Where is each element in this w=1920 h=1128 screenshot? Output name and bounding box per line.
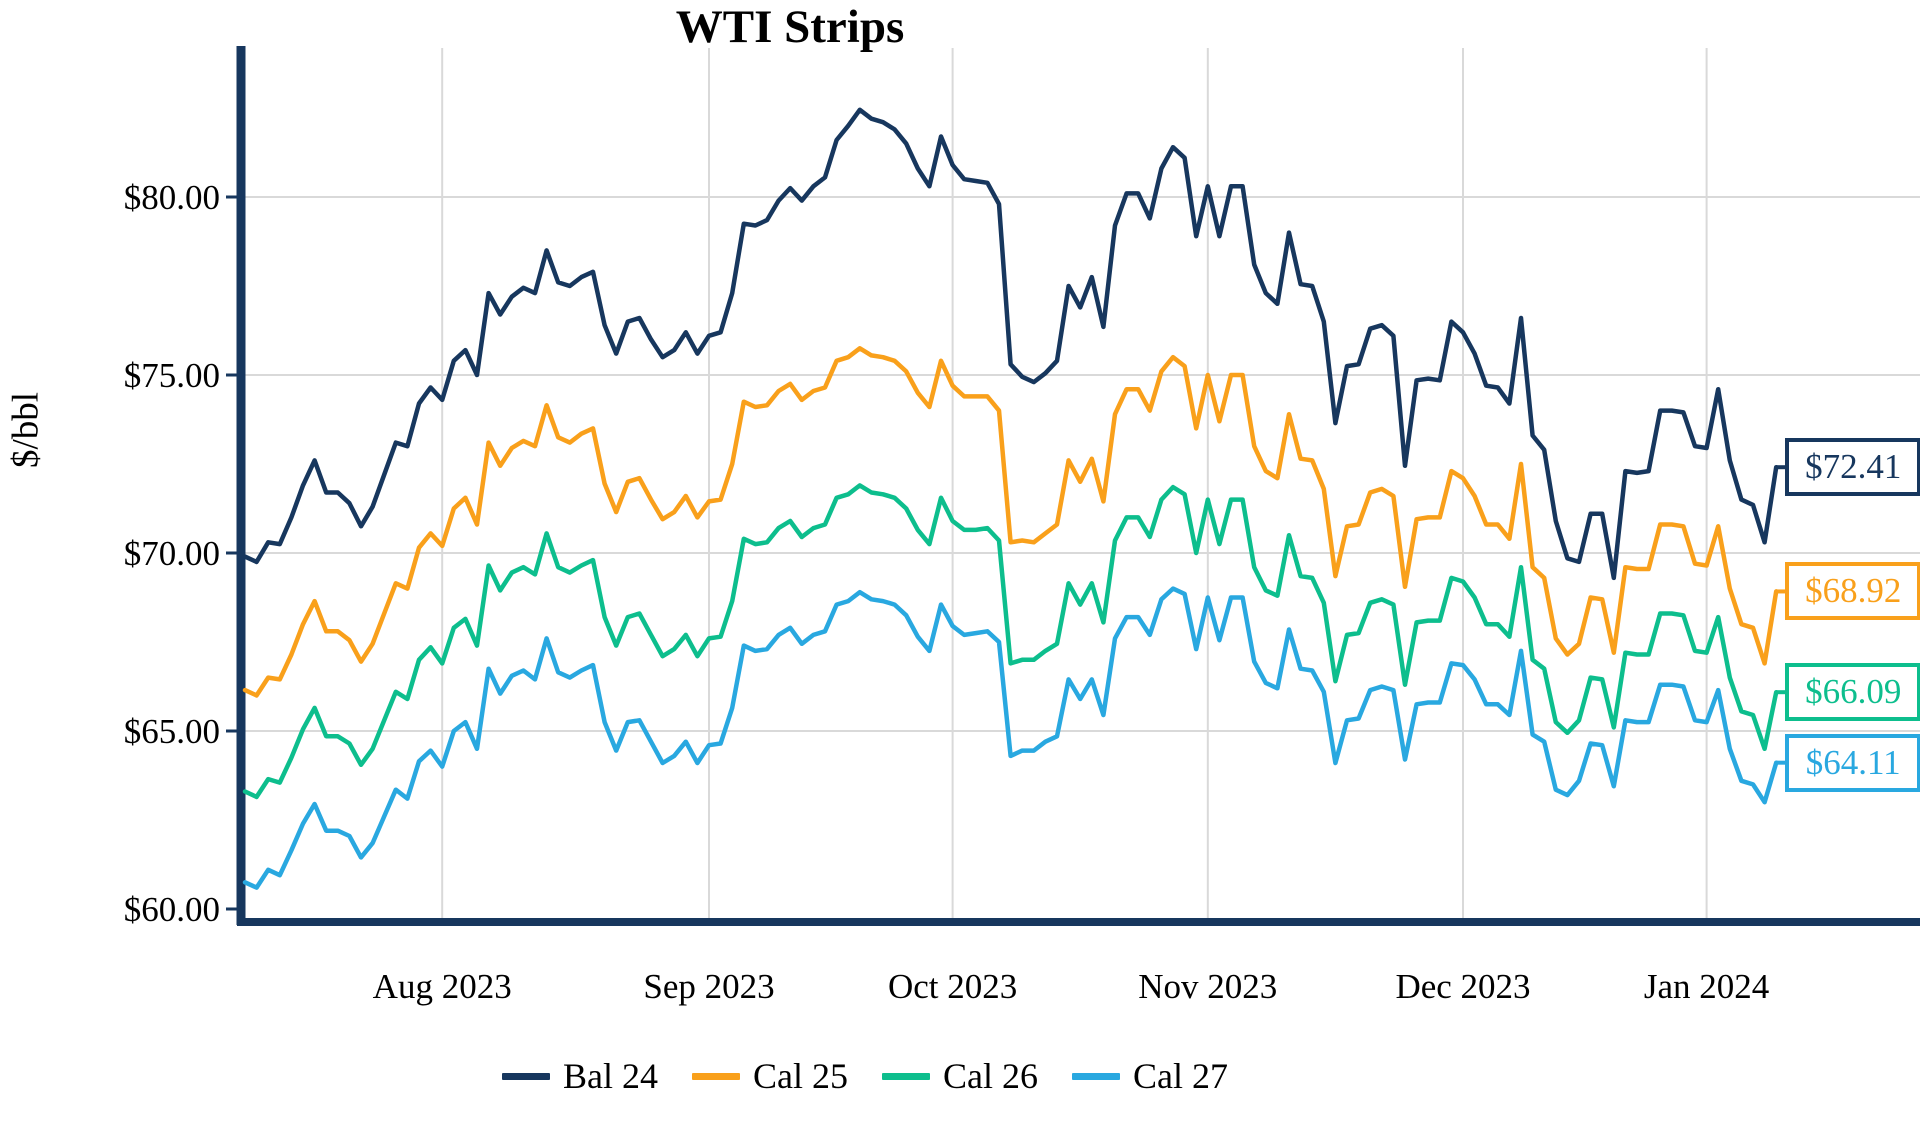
series-line-cal-25 xyxy=(242,346,1779,698)
legend-item-bal-24: Bal 24 xyxy=(502,1055,658,1097)
series-line-cal-27 xyxy=(242,586,1779,890)
legend-swatch-cal-25 xyxy=(692,1072,740,1080)
x-tick-label-nov-2023: Nov 2023 xyxy=(1138,967,1277,1006)
legend-label-cal-25: Cal 25 xyxy=(753,1056,848,1096)
y-tick-label-70: $70.00 xyxy=(124,534,220,573)
end-label-cal-25: $68.92 xyxy=(1785,562,1920,621)
series-line-cal-26 xyxy=(242,483,1779,800)
y-tick-label-60: $60.00 xyxy=(124,890,220,929)
vertical-gridlines xyxy=(441,48,1708,919)
legend-label-cal-27: Cal 27 xyxy=(1133,1056,1228,1096)
end-label-bal-24: $72.41 xyxy=(1785,438,1920,497)
horizontal-gridlines xyxy=(241,196,1920,732)
y-axis-title: $/bbl xyxy=(5,391,47,469)
end-label-cal-26: $66.09 xyxy=(1785,663,1920,722)
x-tick-label-aug-2023: Aug 2023 xyxy=(373,967,512,1006)
legend-item-cal-26: Cal 26 xyxy=(882,1055,1038,1097)
legend-swatch-bal-24 xyxy=(502,1072,550,1080)
legend: Bal 24 Cal 25 Cal 26 Cal 27 xyxy=(0,1046,1730,1106)
legend-label-cal-26: Cal 26 xyxy=(943,1056,1038,1096)
series-line-bal-24 xyxy=(242,107,1779,581)
x-tick-label-oct-2023: Oct 2023 xyxy=(888,967,1017,1006)
chart-title: WTI Strips xyxy=(675,1,905,53)
y-tick-label-65: $65.00 xyxy=(124,712,220,751)
y-tick-label-75: $75.00 xyxy=(124,356,220,395)
x-tick-label-dec-2023: Dec 2023 xyxy=(1395,967,1530,1006)
legend-label-bal-24: Bal 24 xyxy=(563,1056,658,1096)
y-tick-label-80: $80.00 xyxy=(124,178,220,217)
legend-item-cal-27: Cal 27 xyxy=(1072,1055,1228,1097)
end-label-cal-27: $64.11 xyxy=(1785,733,1920,792)
legend-swatch-cal-27 xyxy=(1072,1072,1120,1080)
legend-swatch-cal-26 xyxy=(882,1072,930,1080)
x-tick-label-jan-2024: Jan 2024 xyxy=(1644,967,1769,1006)
legend-item-cal-25: Cal 25 xyxy=(692,1055,848,1097)
x-tick-label-sep-2023: Sep 2023 xyxy=(643,967,774,1006)
